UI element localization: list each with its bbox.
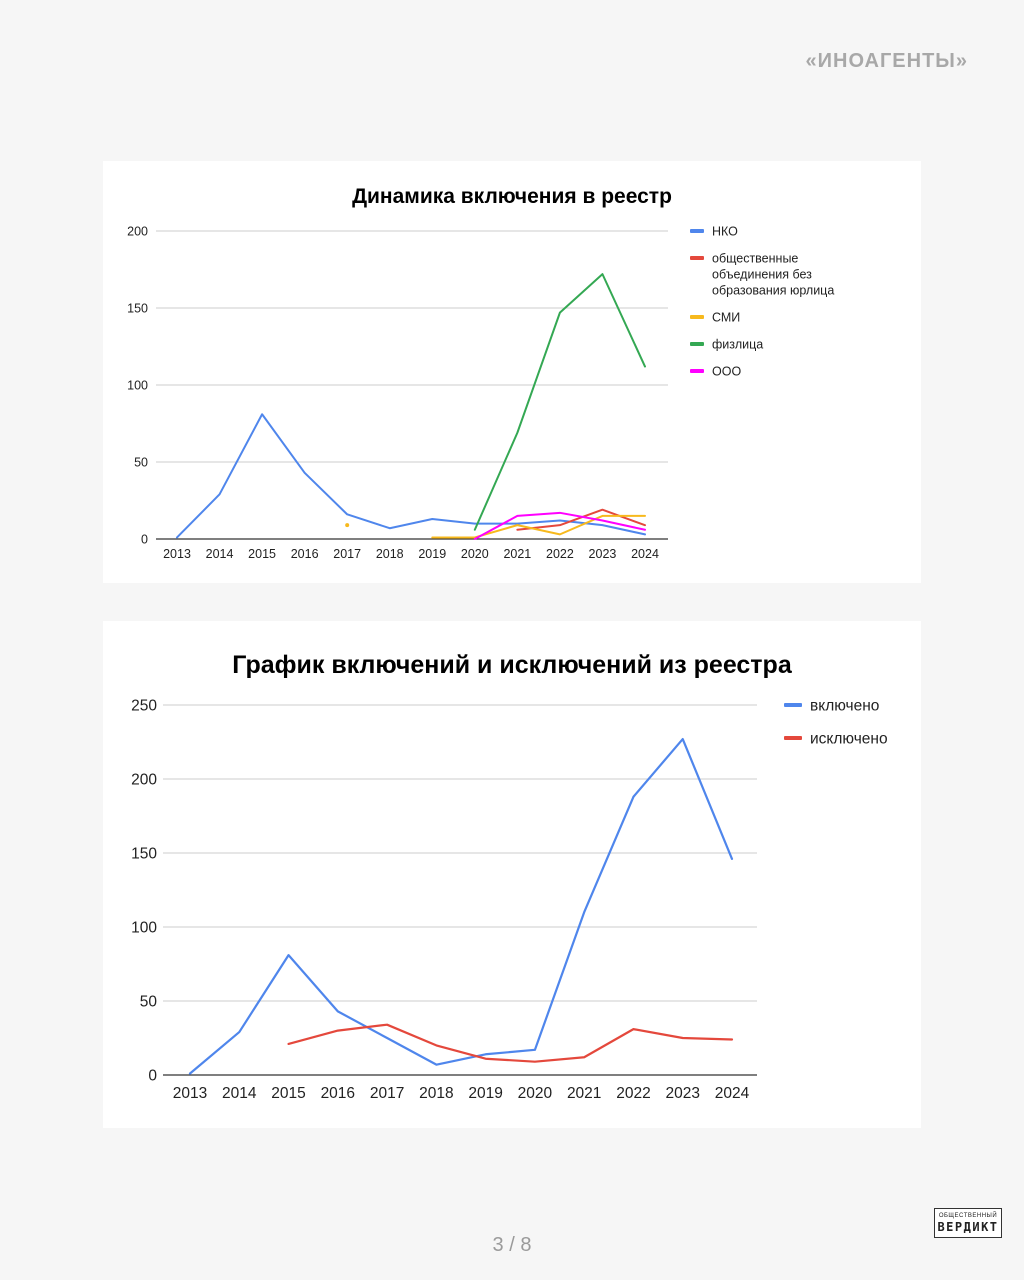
topic-header: «ИНОАГЕНТЫ» <box>805 50 968 72</box>
page-indicator: 3 / 8 <box>492 1234 532 1256</box>
y-tick-label: 200 <box>131 771 157 788</box>
x-tick-label: 2017 <box>370 1085 404 1102</box>
y-tick-label: 100 <box>131 919 157 936</box>
x-tick-label: 2022 <box>546 547 574 561</box>
y-tick-label: 250 <box>131 697 157 714</box>
legend-swatch-3 <box>690 342 704 346</box>
logo-line-1: ОБЩЕСТВЕННЫЙ <box>938 1213 998 1219</box>
x-tick-label: 2017 <box>333 547 361 561</box>
y-tick-label: 0 <box>148 1067 157 1084</box>
series-line-2 <box>431 514 646 539</box>
inclusion-exclusion-chart: График включений и исключений из реестра… <box>131 651 888 1102</box>
legend-label-1: общественные объединения без образования ю… <box>712 251 834 297</box>
chart-title: Динамика включения в реестр <box>352 185 672 208</box>
x-tick-label: 2019 <box>418 547 446 561</box>
inclusion-dynamics-chart: Динамика включения в реестр 0 50 100 150 200 2… <box>127 185 834 561</box>
legend-label-0: НКО <box>712 224 738 238</box>
y-tick-label: 50 <box>140 993 158 1010</box>
y-tick-label: 100 <box>127 378 148 392</box>
x-tick-label: 2024 <box>631 547 659 561</box>
x-tick-label: 2019 <box>468 1085 502 1102</box>
x-tick-label: 2018 <box>376 547 404 561</box>
legend-swatch-1 <box>690 256 704 260</box>
x-tick-label: 2023 <box>589 547 617 561</box>
chart-title: График включений и исключений из реестра <box>232 651 793 679</box>
legend-swatch-2 <box>690 315 704 319</box>
y-tick-label: 150 <box>127 301 148 315</box>
legend-swatch-4 <box>690 369 704 373</box>
y-tick-label: 0 <box>141 532 148 546</box>
x-tick-label: 2023 <box>665 1085 699 1102</box>
y-tick-label: 150 <box>131 845 157 862</box>
x-tick-label: 2013 <box>173 1085 207 1102</box>
x-tick-label: 2013 <box>163 547 191 561</box>
series-line-0 <box>176 413 646 539</box>
x-tick-label: 2016 <box>321 1085 355 1102</box>
series-line-1 <box>287 1023 734 1063</box>
x-tick-label: 2021 <box>503 547 531 561</box>
legend-label-4: ООО <box>712 364 741 378</box>
inclusion-dynamics-chart-card: Динамика включения в реестр 0 50 100 150 200 2… <box>103 161 921 583</box>
series-point-2 <box>345 523 350 528</box>
x-tick-label: 2014 <box>222 1085 257 1102</box>
y-tick-label: 50 <box>134 455 148 469</box>
legend-label-2: СМИ <box>712 310 740 324</box>
x-tick-label: 2016 <box>291 547 319 561</box>
verdikt-logo: ОБЩЕСТВЕННЫЙ ВЕРДИКТ <box>934 1208 1002 1238</box>
legend-label-3: физлица <box>712 337 763 351</box>
x-tick-label: 2014 <box>206 547 234 561</box>
inclusion-exclusion-chart-card: График включений и исключений из реестра… <box>103 621 921 1128</box>
series-line-0 <box>188 737 734 1075</box>
legend-label-1: исключено <box>810 730 888 747</box>
x-tick-label: 2015 <box>248 547 276 561</box>
x-tick-label: 2020 <box>518 1085 553 1102</box>
logo-line-2: ВЕРДИКТ <box>937 1220 999 1234</box>
x-tick-label: 2015 <box>271 1085 305 1102</box>
y-tick-label: 200 <box>127 224 148 238</box>
legend-swatch-0 <box>784 703 802 707</box>
legend-swatch-0 <box>690 229 704 233</box>
x-tick-label: 2021 <box>567 1085 601 1102</box>
x-tick-label: 2022 <box>616 1085 650 1102</box>
series-line-4 <box>473 511 646 540</box>
legend-swatch-1 <box>784 736 802 740</box>
x-tick-label: 2018 <box>419 1085 453 1102</box>
x-tick-label: 2020 <box>461 547 489 561</box>
legend-label-0: включено <box>810 697 879 714</box>
series-line-1 <box>516 508 646 531</box>
series-line-3 <box>473 273 646 531</box>
x-tick-label: 2024 <box>715 1085 750 1102</box>
